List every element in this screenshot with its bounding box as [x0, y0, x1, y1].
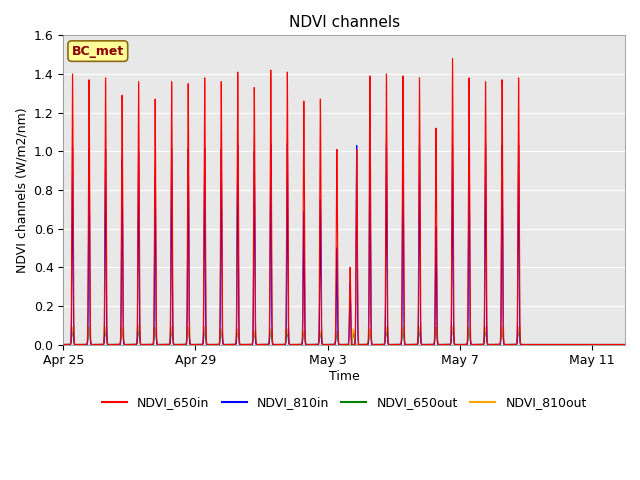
- NDVI_810in: [263, 342, 271, 348]
- NDVI_650in: [257, 342, 264, 348]
- NDVI_650out: [249, 338, 257, 344]
- NDVI_810out: [135, 322, 143, 328]
- NDVI_650out: [245, 342, 253, 348]
- NDVI_810out: [263, 342, 271, 348]
- NDVI_650out: [547, 342, 554, 348]
- NDVI_810in: [249, 334, 257, 339]
- NDVI_810in: [157, 342, 164, 348]
- NDVI_650out: [449, 324, 456, 330]
- NDVI_810in: [621, 342, 629, 348]
- NDVI_650in: [621, 342, 629, 348]
- NDVI_810out: [157, 342, 164, 348]
- NDVI_650in: [60, 342, 67, 348]
- Text: BC_met: BC_met: [72, 45, 124, 58]
- NDVI_650out: [257, 342, 264, 348]
- NDVI_650in: [449, 56, 456, 61]
- NDVI_810in: [534, 342, 541, 348]
- NDVI_810out: [245, 342, 253, 348]
- NDVI_810in: [257, 342, 264, 348]
- NDVI_650out: [60, 342, 67, 348]
- NDVI_810out: [257, 342, 264, 348]
- NDVI_810in: [245, 342, 253, 348]
- NDVI_650out: [271, 342, 278, 348]
- NDVI_650out: [621, 342, 629, 348]
- NDVI_810in: [271, 342, 278, 348]
- NDVI_650in: [271, 342, 278, 348]
- Line: NDVI_810in: NDVI_810in: [63, 144, 625, 345]
- Y-axis label: NDVI channels (W/m2/nm): NDVI channels (W/m2/nm): [15, 107, 28, 273]
- X-axis label: Time: Time: [329, 370, 360, 383]
- Legend: NDVI_650in, NDVI_810in, NDVI_650out, NDVI_810out: NDVI_650in, NDVI_810in, NDVI_650out, NDV…: [97, 391, 591, 414]
- Title: NDVI channels: NDVI channels: [289, 15, 400, 30]
- NDVI_650in: [263, 342, 271, 348]
- Line: NDVI_650in: NDVI_650in: [63, 59, 625, 345]
- NDVI_650out: [263, 342, 271, 348]
- NDVI_810out: [249, 337, 257, 343]
- NDVI_810out: [60, 342, 67, 348]
- NDVI_810out: [621, 342, 629, 348]
- NDVI_650in: [245, 342, 253, 348]
- NDVI_810in: [60, 342, 67, 348]
- NDVI_810in: [482, 141, 490, 146]
- NDVI_650out: [157, 342, 164, 348]
- NDVI_650in: [538, 342, 545, 348]
- Line: NDVI_650out: NDVI_650out: [63, 327, 625, 345]
- NDVI_810out: [271, 342, 278, 348]
- Line: NDVI_810out: NDVI_810out: [63, 325, 625, 345]
- NDVI_650in: [249, 314, 257, 320]
- NDVI_810out: [547, 342, 554, 348]
- NDVI_650in: [157, 342, 164, 348]
